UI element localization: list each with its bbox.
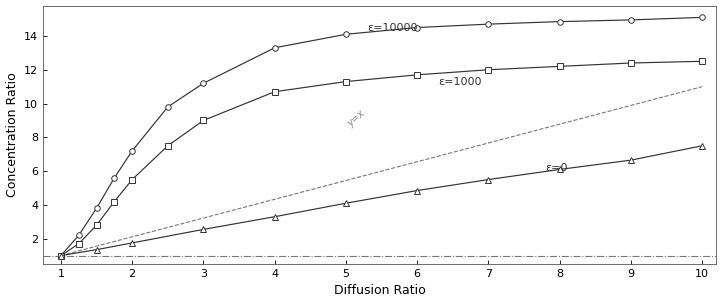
Text: ε=10000: ε=10000 [367,22,418,32]
X-axis label: Diffusion Ratio: Diffusion Ratio [334,285,426,298]
Text: ε=1000: ε=1000 [438,77,482,87]
Text: ε=0: ε=0 [545,163,568,173]
Text: y=x: y=x [346,108,367,129]
Y-axis label: Concentration Ratio: Concentration Ratio [6,72,19,197]
